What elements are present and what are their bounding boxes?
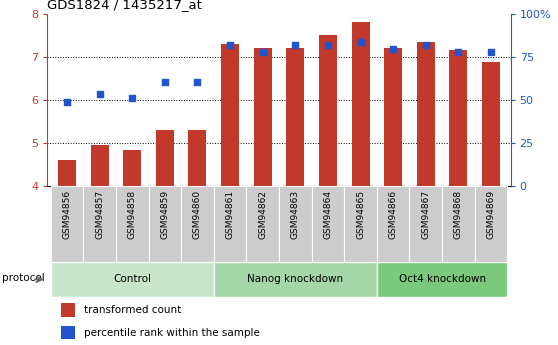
Text: GSM94856: GSM94856 bbox=[62, 190, 71, 239]
Point bbox=[128, 95, 137, 101]
Point bbox=[356, 39, 365, 45]
Text: GSM94862: GSM94862 bbox=[258, 190, 267, 239]
Text: GSM94867: GSM94867 bbox=[421, 190, 430, 239]
FancyBboxPatch shape bbox=[83, 186, 116, 262]
Text: protocol: protocol bbox=[2, 273, 45, 283]
FancyBboxPatch shape bbox=[279, 186, 311, 262]
Text: Control: Control bbox=[113, 275, 151, 284]
Text: GSM94865: GSM94865 bbox=[356, 190, 365, 239]
Point bbox=[421, 42, 430, 48]
Bar bbox=[319, 36, 337, 186]
FancyBboxPatch shape bbox=[442, 186, 475, 262]
FancyBboxPatch shape bbox=[51, 186, 83, 262]
Bar bbox=[61, 304, 75, 317]
Text: transformed count: transformed count bbox=[84, 305, 182, 315]
FancyBboxPatch shape bbox=[475, 186, 507, 262]
Text: Nanog knockdown: Nanog knockdown bbox=[247, 275, 343, 284]
Point bbox=[324, 42, 333, 48]
Bar bbox=[417, 42, 435, 186]
FancyBboxPatch shape bbox=[311, 186, 344, 262]
FancyBboxPatch shape bbox=[247, 186, 279, 262]
Point bbox=[95, 91, 104, 96]
FancyBboxPatch shape bbox=[214, 262, 377, 297]
Bar bbox=[449, 50, 468, 186]
Text: GDS1824 / 1435217_at: GDS1824 / 1435217_at bbox=[47, 0, 203, 11]
Bar bbox=[61, 326, 75, 339]
Text: GSM94860: GSM94860 bbox=[193, 190, 202, 239]
Text: percentile rank within the sample: percentile rank within the sample bbox=[84, 328, 261, 337]
FancyBboxPatch shape bbox=[181, 186, 214, 262]
Point bbox=[291, 42, 300, 48]
Text: GSM94866: GSM94866 bbox=[389, 190, 398, 239]
Bar bbox=[384, 48, 402, 186]
Point bbox=[62, 99, 71, 105]
Text: GSM94869: GSM94869 bbox=[487, 190, 496, 239]
Bar bbox=[221, 44, 239, 186]
Point bbox=[454, 49, 463, 55]
Point bbox=[389, 47, 398, 52]
Point bbox=[193, 79, 202, 85]
Point bbox=[487, 49, 496, 55]
Point bbox=[258, 49, 267, 55]
FancyBboxPatch shape bbox=[344, 186, 377, 262]
Text: GSM94857: GSM94857 bbox=[95, 190, 104, 239]
FancyBboxPatch shape bbox=[377, 186, 410, 262]
Bar bbox=[156, 130, 174, 186]
Bar bbox=[482, 62, 500, 186]
FancyBboxPatch shape bbox=[51, 262, 214, 297]
Bar bbox=[58, 160, 76, 186]
Point bbox=[160, 79, 169, 85]
Text: GSM94859: GSM94859 bbox=[160, 190, 169, 239]
Text: GSM94868: GSM94868 bbox=[454, 190, 463, 239]
Bar bbox=[189, 130, 206, 186]
Text: Oct4 knockdown: Oct4 knockdown bbox=[398, 275, 485, 284]
Bar bbox=[352, 21, 369, 186]
FancyBboxPatch shape bbox=[214, 186, 247, 262]
Bar bbox=[90, 145, 109, 186]
FancyBboxPatch shape bbox=[377, 262, 507, 297]
Text: GSM94863: GSM94863 bbox=[291, 190, 300, 239]
Point bbox=[225, 42, 234, 48]
Bar bbox=[254, 48, 272, 186]
FancyBboxPatch shape bbox=[410, 186, 442, 262]
Text: GSM94861: GSM94861 bbox=[225, 190, 234, 239]
Text: GSM94858: GSM94858 bbox=[128, 190, 137, 239]
FancyBboxPatch shape bbox=[148, 186, 181, 262]
Bar bbox=[123, 150, 141, 186]
Bar bbox=[286, 48, 304, 186]
FancyBboxPatch shape bbox=[116, 186, 148, 262]
Text: GSM94864: GSM94864 bbox=[324, 190, 333, 239]
